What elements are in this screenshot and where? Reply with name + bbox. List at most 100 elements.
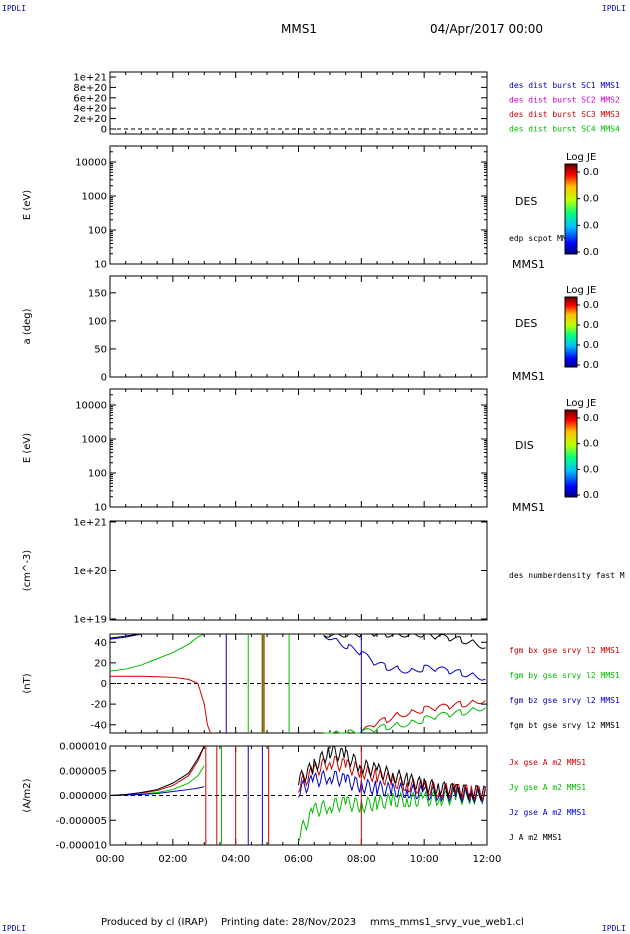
series-late-bx — [323, 699, 486, 734]
current-early-2 — [109, 786, 205, 796]
panel-species-label: DES — [515, 317, 537, 330]
colorbar-tick-label: 0.0 — [583, 247, 599, 258]
colorbar-tick-label: 0.0 — [583, 360, 599, 371]
y-tick-label: 100 — [88, 316, 107, 327]
colorbar-tick-label: 0.0 — [583, 464, 599, 475]
x-tick-label: 00:00 — [96, 854, 125, 865]
y-axis-label: E (eV) — [22, 433, 33, 463]
y-tick-label: 1e+21 — [73, 73, 107, 84]
panel-frame-4 — [109, 388, 488, 508]
y-tick-label: 6e+20 — [73, 93, 107, 104]
panel-spacecraft-label: MMS1 — [512, 258, 545, 271]
y-axis-label: a (deg) — [22, 308, 33, 344]
y-tick-label: 0 — [101, 125, 107, 136]
footer-producer: Produced by cl (IRAP) — [101, 917, 208, 928]
y-tick-label: 40 — [94, 638, 107, 649]
y-tick-label: -40 — [91, 720, 107, 731]
current-late-jy — [298, 788, 486, 843]
colorbar-tick-label: 0.0 — [583, 413, 599, 424]
x-tick-label: 06:00 — [284, 854, 313, 865]
y-tick-label: 20 — [94, 658, 107, 669]
header-datetime: 04/Apr/2017 00:00 — [430, 22, 544, 36]
legend-entry: des dist burst SC3 MMS3 — [509, 110, 620, 119]
legend-entry: fgm by gse srvy l2 MMS1 — [509, 671, 620, 680]
legend-entry: des dist burst SC1 MMS1 — [509, 81, 620, 90]
colorbar — [564, 296, 578, 368]
y-tick-label: 10 — [94, 260, 107, 271]
series-late-by — [323, 706, 486, 734]
panel-frame-5 — [109, 520, 488, 621]
x-tick-label: 08:00 — [347, 854, 376, 865]
y-tick-label: 150 — [88, 288, 107, 299]
series-early-3 — [109, 633, 211, 639]
colorbar-title: Log JE — [566, 285, 596, 296]
series-late-bt — [323, 633, 486, 649]
series-early-0 — [110, 675, 212, 734]
y-tick-label: 10 — [94, 503, 107, 514]
legend-entry: J A m2 MMS1 — [509, 833, 562, 842]
y-tick-label: 1000 — [82, 192, 107, 203]
colorbar-tick-label: 0.0 — [583, 167, 599, 178]
y-axis-label: (nT) — [22, 673, 33, 693]
y-tick-label: 0.000000 — [59, 791, 107, 802]
colorbar-tick-label: 0.0 — [583, 300, 599, 311]
y-tick-label: -0.000010 — [56, 841, 107, 852]
x-tick-label: 04:00 — [221, 854, 250, 865]
current-early-3 — [109, 745, 205, 796]
panel-species-label: DES — [515, 195, 537, 208]
corner-label-top-left: IPDLI — [2, 4, 27, 13]
legend-entry: des numberdensity fast M — [509, 571, 625, 580]
legend-entry: des dist burst SC2 MMS2 — [509, 96, 620, 105]
legend-entry: Jz gse A m2 MMS1 — [509, 808, 586, 817]
colorbar-tick-label: 0.0 — [583, 439, 599, 450]
footer-product: mms_mms1_srvy_vue_web1.cl — [370, 917, 524, 928]
legend-entry: fgm bt gse srvy l2 MMS1 — [509, 721, 620, 730]
y-axis-label: (cm^-3) — [22, 550, 33, 591]
current-late-j — [298, 745, 486, 802]
corner-label-bottom-right: IPDLI — [601, 924, 626, 933]
series-late-bz — [323, 634, 486, 681]
y-tick-label: 2e+20 — [73, 114, 107, 125]
y-tick-label: 1000 — [82, 435, 107, 446]
panel-frame-1 — [109, 71, 488, 135]
colorbar — [564, 163, 578, 255]
colorbar-tick-label: 0.0 — [583, 320, 599, 331]
colorbar-title: Log JE — [566, 152, 596, 163]
y-tick-label: 10000 — [75, 401, 107, 412]
colorbar-tick-label: 0.0 — [583, 340, 599, 351]
y-axis-label: (A/m2) — [22, 778, 33, 812]
y-tick-label: 0.000005 — [59, 766, 107, 777]
panel-spacecraft-label: MMS1 — [512, 370, 545, 383]
y-tick-label: -20 — [91, 700, 107, 711]
colorbar-tick-label: 0.0 — [583, 220, 599, 231]
y-tick-label: 10000 — [75, 158, 107, 169]
x-tick-label: 10:00 — [410, 854, 439, 865]
header-spacecraft: MMS1 — [281, 22, 317, 36]
series-early-1 — [109, 633, 211, 672]
y-tick-label: 100 — [88, 469, 107, 480]
colorbar-title: Log JE — [566, 398, 596, 409]
legend-entry: Jy gse A m2 MMS1 — [509, 783, 586, 792]
corner-label-bottom-left: IPDLI — [2, 924, 27, 933]
x-tick-label: 02:00 — [158, 854, 187, 865]
panel-frame-3 — [109, 275, 488, 378]
colorbar — [564, 409, 578, 498]
colorbar-tick-label: 0.0 — [583, 194, 599, 205]
y-tick-label: 100 — [88, 226, 107, 237]
y-tick-label: 1e+21 — [73, 518, 107, 529]
legend-entry: des dist burst SC4 MMS4 — [509, 125, 620, 134]
footer-printing: Printing date: 28/Nov/2023 — [221, 917, 357, 928]
x-tick-label: 12:00 — [473, 854, 502, 865]
y-tick-label: 0 — [101, 679, 107, 690]
colorbar-tick-label: 0.0 — [583, 490, 599, 501]
y-axis-label: E (eV) — [22, 190, 33, 220]
y-tick-label: -0.000005 — [56, 816, 107, 827]
panel-secondary-label: edp scpot MMS1 — [509, 234, 577, 243]
y-tick-label: 1e+19 — [73, 615, 107, 626]
panel-species-label: DIS — [515, 439, 534, 452]
legend-entry: fgm bz gse srvy l2 MMS1 — [509, 696, 620, 705]
y-tick-label: 4e+20 — [73, 104, 107, 115]
y-tick-label: 0 — [101, 373, 107, 384]
legend-entry: Jx gse A m2 MMS1 — [509, 758, 586, 767]
